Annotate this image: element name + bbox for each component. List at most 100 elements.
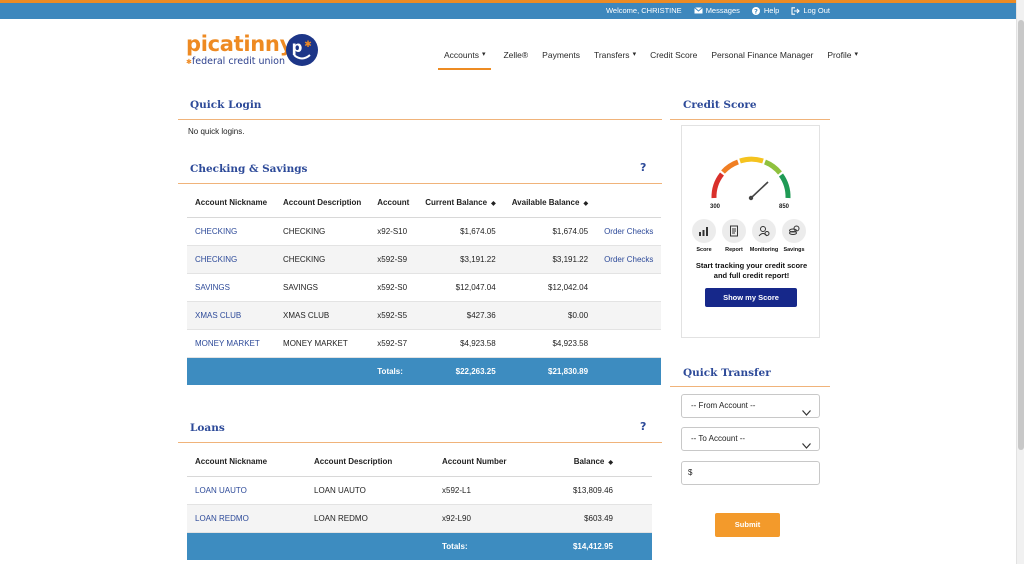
amount-input[interactable]: $ — [681, 461, 820, 485]
table-row: CHECKING CHECKING x92-S10 $1,674.05 $1,6… — [187, 217, 662, 246]
col-account-nickname[interactable]: Account Nickname — [187, 189, 276, 218]
chevron-down-icon: ▾ — [854, 51, 858, 58]
messages-link[interactable]: Messages — [693, 6, 740, 15]
table-row: SAVINGS SAVINGS x592-S0 $12,047.04 $12,0… — [187, 273, 662, 302]
quick-transfer-title: Quick Transfer — [683, 367, 771, 379]
totals-spacer — [306, 532, 434, 560]
logout-label: Log Out — [803, 6, 830, 15]
nav-zelle[interactable]: Zelle® — [501, 44, 530, 70]
sort-icon: ◆ — [583, 201, 589, 208]
available-balance: $12,042.04 — [503, 273, 597, 302]
loan-account-number: x592-L1 — [434, 476, 534, 505]
account-description: SAVINGS — [275, 273, 370, 302]
table-row: MONEY MARKET MONEY MARKET x592-S7 $4,923… — [187, 329, 662, 358]
nav-payments[interactable]: Payments — [540, 44, 582, 70]
bar-chart-icon — [692, 219, 716, 243]
scrollbar-thumb[interactable] — [1018, 20, 1024, 450]
account-nickname-link[interactable]: MONEY MARKET — [187, 329, 276, 358]
checking-savings-title: Checking & Savings — [190, 163, 308, 175]
chevron-down-icon — [802, 403, 811, 425]
nav-accounts[interactable]: Accounts ▾ — [438, 44, 492, 70]
nav-credit-score[interactable]: Credit Score — [648, 44, 699, 70]
brand-logo[interactable]: picatinny ✱federal credit union p ✱ — [186, 32, 318, 68]
feature-monitoring: Monitoring — [749, 219, 779, 253]
col-spacer — [621, 448, 652, 477]
feature-monitoring-label: Monitoring — [749, 247, 779, 253]
to-account-select[interactable]: -- To Account -- — [681, 427, 820, 451]
credit-score-divider — [670, 119, 830, 120]
account-nickname-link[interactable]: XMAS CLUB — [187, 301, 276, 330]
account-nickname-link[interactable]: CHECKING — [187, 217, 276, 246]
col-account-description[interactable]: Account Description — [306, 448, 434, 477]
svg-text:p: p — [292, 38, 303, 56]
nav-profile[interactable]: Profile ▾ — [825, 44, 860, 70]
account-description: CHECKING — [275, 217, 370, 246]
col-available-balance[interactable]: Available Balance ◆ — [503, 189, 597, 218]
from-account-select[interactable]: -- From Account -- — [681, 394, 820, 418]
available-balance: $1,674.05 — [503, 217, 597, 246]
totals-label: Totals: — [369, 357, 418, 385]
totals-spacer — [596, 357, 662, 385]
col-account-description[interactable]: Account Description — [275, 189, 370, 218]
logo-badge-icon: p ✱ — [286, 34, 318, 66]
totals-spacer — [621, 532, 652, 560]
credit-promo-line2: and full credit report! — [713, 271, 790, 280]
account-number: x592-S7 — [369, 329, 418, 358]
loan-balance: $13,809.46 — [534, 476, 621, 505]
loan-nickname-link[interactable]: LOAN REDMO — [187, 504, 306, 533]
col-available-balance-label: Available Balance — [511, 198, 580, 208]
totals-row: Totals: $14,412.95 — [187, 532, 652, 560]
logo-subtitle-text: federal credit union — [191, 56, 286, 67]
col-account-nickname[interactable]: Account Nickname — [187, 448, 306, 477]
loan-nickname-link[interactable]: LOAN UAUTO — [187, 476, 306, 505]
col-account-number[interactable]: Account Number — [434, 448, 534, 477]
savings-icon — [782, 219, 806, 243]
col-balance[interactable]: Balance ◆ — [534, 448, 621, 477]
checking-help-icon[interactable]: ? — [640, 161, 647, 174]
svg-text:✱: ✱ — [304, 40, 312, 50]
order-checks-link[interactable]: Order Checks — [596, 245, 662, 274]
envelope-icon — [693, 7, 703, 15]
star-icon: ✱ — [186, 58, 192, 66]
credit-gauge-icon — [711, 156, 791, 201]
available-balance: $0.00 — [503, 301, 597, 330]
available-balance: $4,923.58 — [503, 329, 597, 358]
col-current-balance[interactable]: Current Balance ◆ — [417, 189, 504, 218]
quick-login-empty: No quick logins. — [188, 127, 245, 136]
totals-label: Totals: — [434, 532, 534, 560]
account-nickname-link[interactable]: SAVINGS — [187, 273, 276, 302]
row-spacer — [621, 476, 652, 505]
account-number: x592-S9 — [369, 245, 418, 274]
loans-help-icon[interactable]: ? — [640, 420, 647, 433]
quick-login-title: Quick Login — [190, 99, 262, 111]
account-description: MONEY MARKET — [275, 329, 370, 358]
table-header-row: Account Nickname Account Description Acc… — [187, 448, 652, 477]
table-row: LOAN REDMO LOAN REDMO x92-L90 $603.49 — [187, 504, 652, 533]
loans-table: Account Nickname Account Description Acc… — [187, 448, 652, 560]
current-balance: $12,047.04 — [417, 273, 504, 302]
order-checks-link[interactable]: Order Checks — [596, 217, 662, 246]
nav-personal-finance-manager[interactable]: Personal Finance Manager — [709, 44, 815, 70]
account-nickname-link[interactable]: CHECKING — [187, 245, 276, 274]
loan-description: LOAN UAUTO — [306, 476, 434, 505]
nav-credit-score-label: Credit Score — [650, 50, 698, 60]
nav-accounts-label: Accounts — [444, 50, 479, 60]
credit-promo-text: Start tracking your credit score and ful… — [682, 261, 821, 281]
feature-savings-label: Savings — [783, 247, 805, 253]
current-balance: $427.36 — [417, 301, 504, 330]
submit-transfer-button[interactable]: Submit — [715, 513, 780, 537]
account-number: x592-S5 — [369, 301, 418, 330]
logo-subtitle: ✱federal credit union — [186, 56, 285, 67]
logout-link[interactable]: Log Out — [791, 6, 830, 15]
loans-title: Loans — [190, 422, 225, 434]
show-my-score-button[interactable]: Show my Score — [705, 288, 797, 307]
row-action-empty — [596, 273, 662, 302]
feature-savings: Savings — [781, 219, 807, 253]
page-scrollbar[interactable] — [1016, 0, 1024, 564]
sort-icon: ◆ — [608, 460, 613, 467]
help-link[interactable]: ? Help — [752, 6, 779, 15]
account-number: x92-S10 — [369, 217, 418, 246]
nav-transfers[interactable]: Transfers ▾ — [592, 44, 638, 70]
col-account[interactable]: Account — [369, 189, 418, 218]
gauge-max-label: 850 — [779, 204, 790, 210]
